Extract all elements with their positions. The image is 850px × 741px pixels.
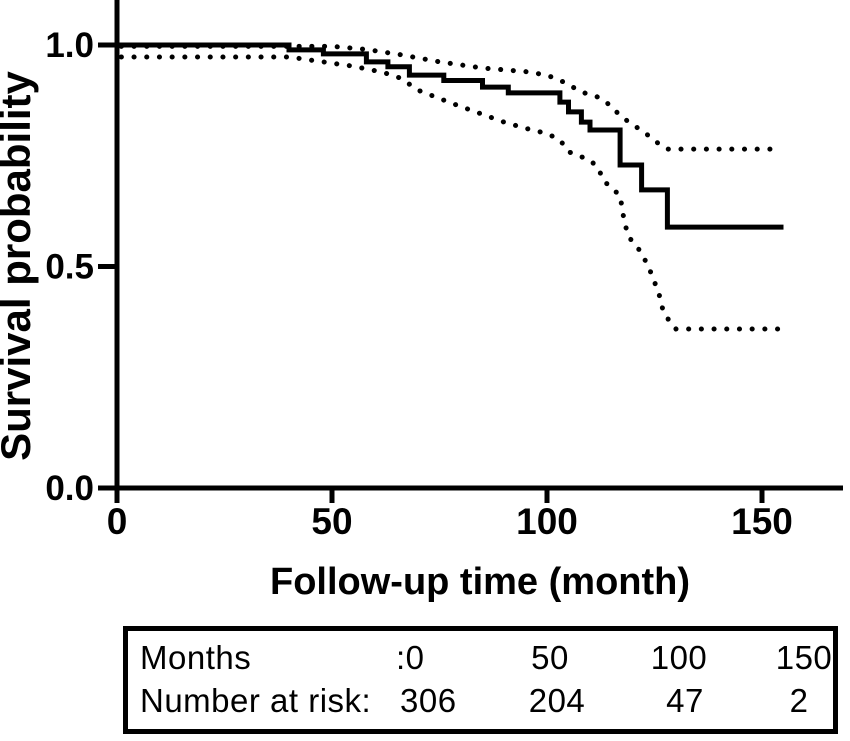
y-axis-title: Survival probability	[0, 70, 39, 460]
risk-table-count-150: 2	[789, 682, 809, 719]
y-tick-label: 1.0	[45, 26, 94, 65]
x-axis-title: Follow-up time (month)	[270, 561, 690, 603]
risk-table-count-50: 204	[528, 682, 586, 719]
survival-estimate-curve	[117, 42, 784, 230]
risk-table-months-value-150: 150	[775, 639, 833, 676]
x-tick-label: 100	[516, 501, 578, 542]
x-tick-label: 150	[731, 501, 793, 542]
risk-table-months-value-0: :0	[396, 639, 425, 676]
curves-layer	[117, 42, 784, 332]
risk-table-count-100: 47	[666, 682, 704, 719]
x-tick-label: 50	[311, 501, 352, 542]
risk-table-months-label: Months	[140, 639, 252, 676]
x-tick-label: 0	[107, 501, 128, 542]
risk-table-count-0: 306	[400, 682, 457, 719]
number-at-risk-table: Months :0 50 100 150 Number at risk: 306…	[123, 626, 838, 734]
axes-layer: 0 50 100 150 0.0 0.5 1.0	[45, 0, 843, 542]
y-tick-label: 0.0	[45, 469, 94, 508]
upper-95ci-curve	[118, 43, 782, 152]
y-tick-label: 0.5	[45, 248, 94, 287]
risk-table-months-value-100: 100	[650, 639, 708, 676]
risk-table-risk-label: Number at risk:	[140, 682, 372, 719]
risk-table-months-value-50: 50	[531, 639, 569, 676]
lower-95ci-curve	[118, 54, 782, 332]
